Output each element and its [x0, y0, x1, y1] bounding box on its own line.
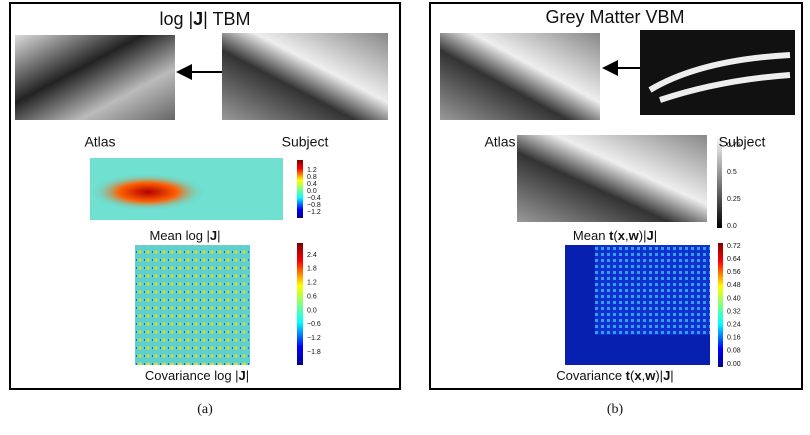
mean-map [517, 135, 707, 222]
label-part: Grey Matter VBM [545, 7, 684, 27]
subject-label: Subject [719, 134, 766, 150]
colorbar-tick-label: 0.08 [727, 348, 741, 355]
label-part: J [239, 368, 246, 383]
colorbar-tick-label: −1.8 [307, 349, 321, 356]
colorbar-tick-label: −0.8 [307, 202, 321, 209]
colorbar-tick-label: 0.5 [727, 169, 737, 176]
colorbar-tick-label: −1.2 [307, 209, 321, 216]
mean-label: Mean log |J| [149, 228, 220, 243]
colorbar-tick-label: 0.64 [727, 256, 741, 263]
colorbar-tick-label: 1.2 [307, 167, 317, 174]
covariance-map [135, 245, 250, 365]
label-part: Mean [573, 228, 609, 243]
atlas-image [440, 33, 600, 120]
label-part: J [210, 228, 217, 243]
colorbar-tick-label: 0.40 [727, 295, 741, 302]
colorbar-tick-label: −0.4 [307, 195, 321, 202]
atlas-label: Atlas [484, 134, 515, 150]
label-part: J [193, 9, 203, 29]
label-part: Mean log | [149, 228, 209, 243]
subject-label: Subject [282, 134, 329, 150]
caption: (a) [197, 402, 213, 417]
colorbar-tick-label: 0.75 [727, 142, 741, 149]
colorbar-tick-label: 0.25 [727, 196, 741, 203]
subject-image [222, 33, 388, 120]
label-part: | [670, 368, 673, 383]
colorbar-tick-label: 0.32 [727, 308, 741, 315]
colorbar-tick-label: 0.6 [307, 293, 317, 300]
colorbar-tick-label: −1.2 [307, 335, 321, 342]
label-part: )| [639, 228, 647, 243]
mean-label: Mean t(x,w)|J| [573, 228, 657, 243]
figure: log |J| TBMAtlasSubjectMean log |J|Covar… [0, 0, 810, 430]
colorbar-tick-label: 0.0 [727, 223, 737, 230]
covariance-detail [595, 245, 710, 335]
label-part: Covariance log | [145, 368, 239, 383]
caption: (b) [607, 402, 624, 417]
label-part: J [646, 228, 653, 243]
panel-title: log |J| TBM [159, 9, 250, 29]
colorbar-tick-label: 1.8 [307, 266, 317, 273]
colorbar [297, 243, 303, 365]
label-part: | TBM [203, 9, 250, 29]
mean-map-hotspot [90, 158, 283, 220]
colorbar-tick-label: 0.72 [727, 243, 741, 250]
label-part: | [217, 228, 220, 243]
label-part: | [246, 368, 249, 383]
label-part: log | [159, 9, 193, 29]
label-part: )| [655, 368, 663, 383]
colorbar-tick-label: 0.16 [727, 335, 741, 342]
colorbar-tick-label: 0.8 [307, 174, 317, 181]
label-part: | [654, 228, 657, 243]
colorbar-tick-label: 0.00 [727, 361, 741, 368]
colorbar-tick-label: 0.24 [727, 322, 741, 329]
colorbar-tick-label: 0.0 [307, 188, 317, 195]
atlas-image [15, 35, 175, 120]
atlas-label: Atlas [84, 134, 115, 150]
panel-title: Grey Matter VBM [545, 7, 684, 27]
colorbar-tick-label: 2.4 [307, 252, 317, 259]
colorbar-tick-label: 0.56 [727, 269, 741, 276]
covariance-label: Covariance log |J| [145, 368, 249, 383]
subject-image [640, 30, 795, 115]
colorbar [297, 160, 303, 218]
colorbar-tick-label: 1.2 [307, 280, 317, 287]
covariance-label: Covariance t(x,w)|J| [556, 368, 673, 383]
colorbar-tick-label: 0.0 [307, 307, 317, 314]
colorbar [718, 243, 723, 367]
label-part: Covariance [556, 368, 625, 383]
colorbar-tick-label: 0.48 [727, 282, 741, 289]
colorbar-tick-label: 0.4 [307, 181, 317, 188]
colorbar-tick-label: −0.6 [307, 321, 321, 328]
label-part: J [663, 368, 670, 383]
